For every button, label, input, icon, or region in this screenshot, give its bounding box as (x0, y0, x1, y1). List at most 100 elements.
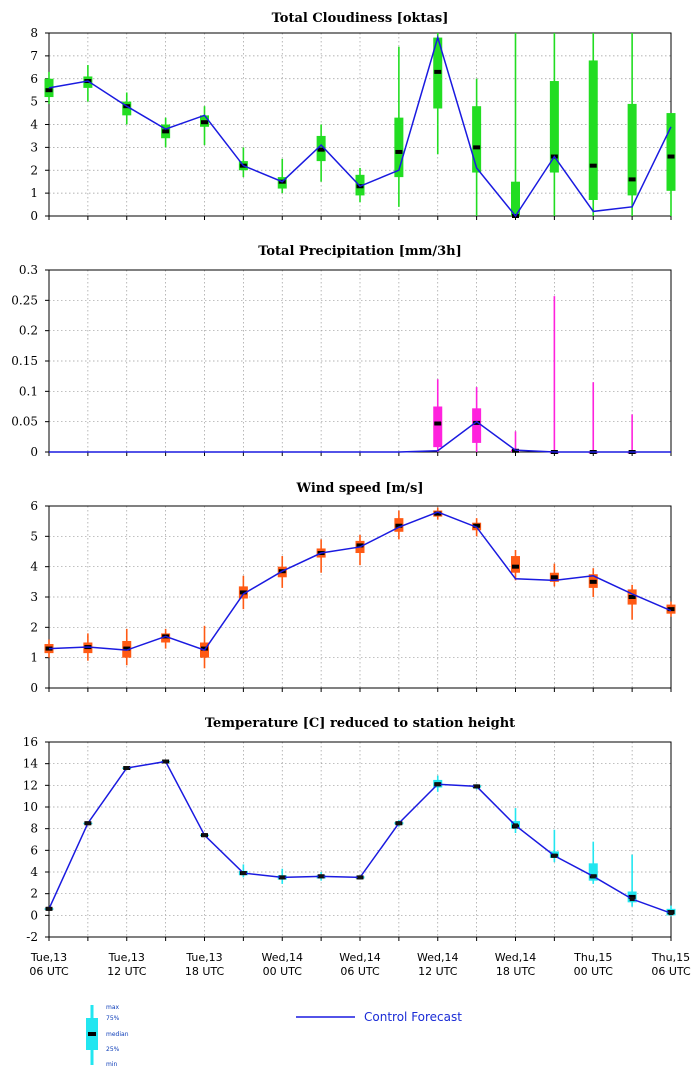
x-tick-day: Thu,15 (651, 951, 690, 964)
median-mark (201, 646, 208, 651)
iqr-box (472, 106, 482, 173)
median-mark (589, 579, 597, 584)
control-point (396, 821, 402, 826)
control-point (279, 875, 285, 880)
x-tick-day: Wed,14 (262, 951, 303, 964)
median-mark (473, 420, 481, 425)
y-tick-label: 4 (30, 865, 38, 879)
median-mark (201, 120, 208, 125)
median-mark (550, 575, 558, 580)
y-tick-label: 6 (30, 499, 38, 513)
chart-title-precip: Total Precipitation [mm/3h] (258, 244, 462, 259)
median-mark (589, 163, 597, 168)
control-point (318, 874, 324, 879)
median-mark (317, 147, 325, 152)
x-tick-day: Tue,13 (108, 951, 145, 964)
median-mark (667, 154, 675, 159)
y-tick-label: 0 (30, 209, 38, 223)
iqr-box (394, 117, 404, 178)
y-tick-label: 0.3 (19, 263, 38, 277)
legend-box-label: 75% (106, 1015, 120, 1022)
median-mark (434, 421, 442, 426)
y-tick-label: 2 (30, 620, 38, 634)
legend-boxplot (86, 1005, 98, 1065)
y-tick-label: 0.2 (19, 324, 38, 338)
median-mark (434, 69, 442, 74)
iqr-box (122, 101, 132, 116)
iqr-box (433, 406, 443, 448)
y-tick-label: 0.15 (11, 354, 38, 368)
y-tick-label: 3 (30, 590, 38, 604)
median-mark (667, 607, 675, 612)
control-point (435, 782, 441, 787)
iqr-box (549, 81, 559, 173)
median-mark (473, 145, 481, 150)
grid-temp (48, 741, 672, 938)
y-tick-label: 16 (23, 735, 38, 749)
control-point (551, 853, 557, 858)
y-tick-label: 6 (30, 72, 38, 86)
x-tick-day: Thu,15 (573, 951, 612, 964)
y-tick-label: 4 (30, 560, 38, 574)
control-point (629, 897, 635, 902)
control-point (163, 759, 169, 764)
legend-box-label: 25% (106, 1046, 120, 1053)
median-mark (628, 595, 636, 599)
grid-wind (48, 505, 672, 689)
y-tick-label: 8 (30, 26, 38, 40)
x-tick-day: Tue,13 (185, 951, 222, 964)
chart-title-cloud: Total Cloudiness [oktas] (272, 11, 449, 26)
y-tick-label: 0.1 (19, 384, 38, 398)
x-tick-day: Wed,14 (495, 951, 536, 964)
y-tick-label: 3 (30, 140, 38, 154)
iqr-box (666, 113, 676, 191)
x-tick-time: 18 UTC (185, 965, 225, 978)
y-tick-label: 0 (30, 681, 38, 695)
x-tick-time: 06 UTC (340, 965, 380, 978)
iqr-box (472, 408, 482, 443)
y-tick-label: 14 (23, 757, 39, 771)
control-point (202, 833, 207, 838)
legend-box-label: min (106, 1061, 118, 1068)
x-tick-day: Wed,14 (339, 951, 380, 964)
median-mark (473, 523, 481, 528)
x-tick-time: 06 UTC (651, 965, 691, 978)
x-tick-day: Tue,13 (30, 951, 67, 964)
y-tick-label: 2 (30, 163, 38, 177)
iqr-box (588, 863, 598, 881)
control-point (240, 871, 246, 876)
y-tick-label: 2 (30, 887, 38, 901)
legend-control-label: Control Forecast (364, 1010, 462, 1024)
control-point (513, 823, 518, 828)
y-tick-label: 6 (30, 843, 38, 857)
median-mark (395, 149, 403, 154)
control-point (357, 875, 363, 880)
x-tick-day: Wed,14 (417, 951, 458, 964)
iqr-box (627, 103, 637, 196)
iqr-box (588, 60, 598, 200)
y-tick-label: 4 (30, 118, 38, 132)
chart-title-temp: Temperature [C] reduced to station heigh… (205, 716, 515, 731)
y-tick-label: 1 (30, 186, 38, 200)
y-tick-label: 0 (30, 445, 38, 459)
y-tick-label: 8 (30, 822, 38, 836)
legend-median-mark (88, 1032, 96, 1036)
y-tick-label: 0.25 (11, 293, 38, 307)
median-mark (123, 646, 131, 651)
median-mark (239, 590, 247, 595)
y-tick-label: 0.05 (11, 415, 38, 429)
iqr-box (511, 556, 520, 573)
y-tick-label: -2 (26, 930, 38, 944)
control-point (668, 911, 674, 916)
control-point (124, 766, 130, 770)
x-tick-time: 00 UTC (263, 965, 303, 978)
control-forecast-line-precip (49, 420, 671, 453)
y-tick-label: 5 (30, 95, 38, 109)
control-point (474, 784, 480, 789)
iqr-box (511, 181, 520, 216)
median-mark (434, 511, 442, 516)
control-point (85, 821, 91, 826)
control-point (46, 906, 52, 911)
median-mark (512, 564, 519, 569)
